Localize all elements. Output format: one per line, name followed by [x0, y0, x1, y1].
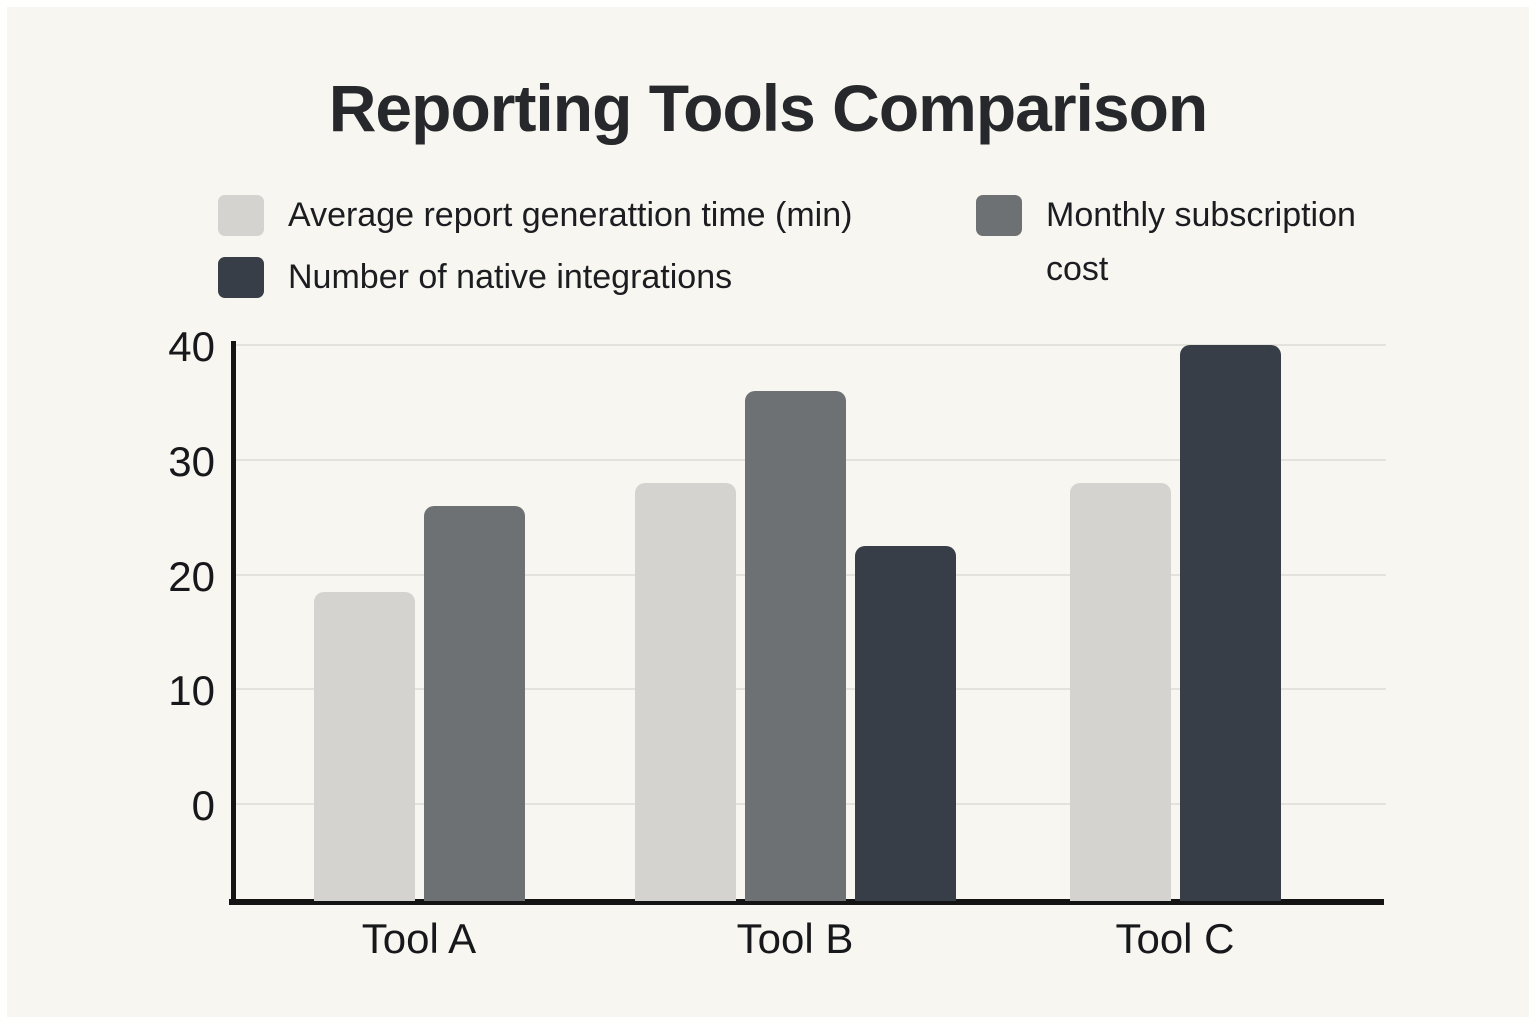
gridline-40 — [236, 344, 1386, 346]
bar-tool-b-light — [635, 483, 736, 901]
legend-item-avg-report-time: Average report generattion time (min) — [218, 195, 852, 242]
legend-item-native-integrations: Number of native integrations — [218, 257, 852, 304]
legend-swatch-light — [218, 195, 264, 236]
bar-tool-b-dark — [855, 546, 956, 901]
y-tick-label-10: 10 — [168, 667, 215, 714]
legend-swatch-dark — [218, 257, 264, 298]
x-category-label-tool-b: Tool B — [736, 915, 854, 962]
bar-tool-c-light — [1070, 483, 1171, 901]
y-axis-line — [231, 341, 236, 905]
legend-left-column: Average report generattion time (min) Nu… — [218, 195, 852, 304]
x-axis-line — [229, 899, 1384, 905]
legend-label-native-integrations: Number of native integrations — [288, 258, 733, 296]
bar-tool-a-light — [314, 592, 415, 901]
legend-item-monthly-cost: Monthly subscription cost — [976, 195, 1426, 296]
legend-right-column: Monthly subscription cost — [976, 195, 1426, 296]
x-category-label-tool-c: Tool C — [1115, 915, 1235, 962]
y-tick-label-30: 30 — [168, 438, 215, 485]
bar-tool-c-dark — [1180, 345, 1281, 901]
y-tick-label-20: 20 — [168, 553, 215, 600]
bar-tool-b-medium — [745, 391, 846, 901]
legend-label-avg-report-time: Average report generattion time (min) — [288, 196, 853, 234]
chart-title: Reporting Tools Comparison — [328, 71, 1208, 145]
bar-tool-a-medium — [424, 506, 525, 901]
y-tick-label-40: 40 — [168, 323, 215, 370]
legend-label-monthly-cost: Monthly subscription cost — [1046, 196, 1356, 288]
legend-swatch-medium — [976, 195, 1022, 236]
x-category-label-tool-a: Tool A — [361, 915, 477, 962]
y-tick-label-0: 0 — [191, 782, 215, 829]
